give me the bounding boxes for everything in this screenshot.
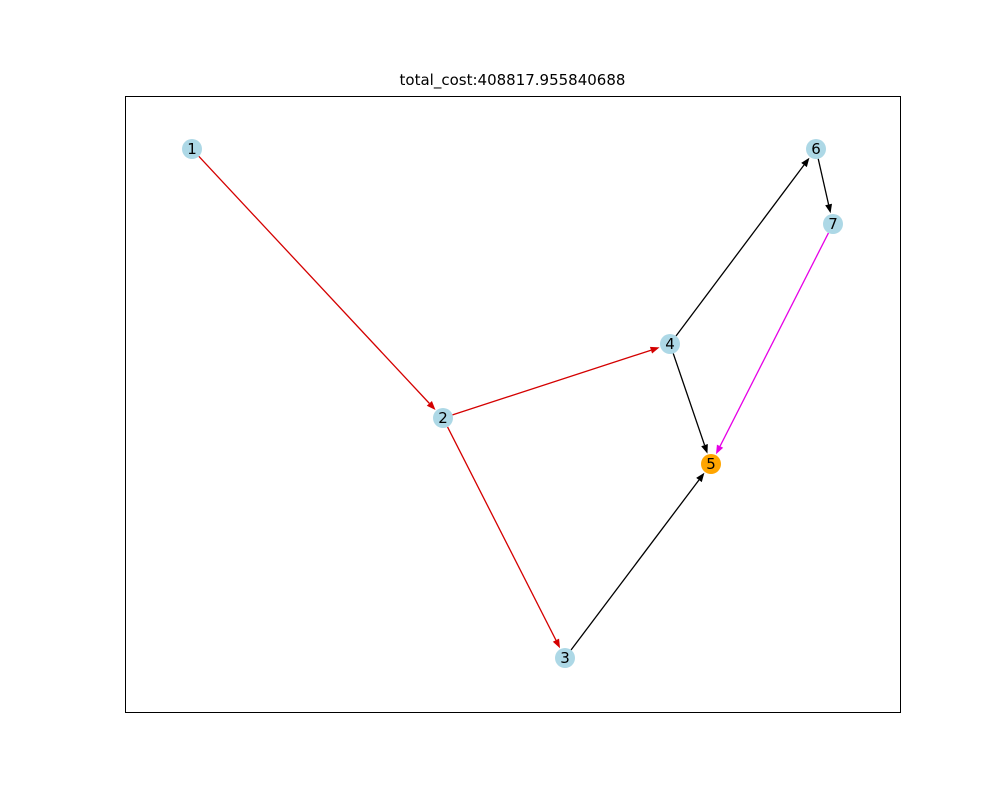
edge-7-5 bbox=[715, 232, 830, 455]
node-label: 5 bbox=[706, 455, 716, 473]
node-circle bbox=[806, 139, 826, 159]
node-6: 6 bbox=[806, 139, 826, 159]
plot-frame bbox=[125, 96, 901, 713]
graph-title: total_cost:408817.955840688 bbox=[399, 71, 626, 89]
edge-line bbox=[446, 426, 557, 641]
edge-line bbox=[452, 349, 652, 416]
edge-4-5 bbox=[672, 353, 708, 454]
edge-arrowhead bbox=[715, 444, 724, 455]
edge-arrowhead bbox=[825, 203, 832, 214]
edge-arrowhead bbox=[801, 157, 810, 168]
edge-arrowhead bbox=[649, 346, 660, 354]
edge-arrowhead bbox=[696, 472, 705, 483]
edge-3-5 bbox=[570, 472, 705, 651]
edge-1-2 bbox=[198, 155, 436, 410]
edge-line bbox=[198, 155, 430, 404]
node-circle bbox=[823, 214, 843, 234]
edge-line bbox=[675, 164, 805, 337]
node-4: 4 bbox=[660, 334, 680, 354]
node-circle bbox=[701, 454, 721, 474]
edge-2-4 bbox=[452, 346, 660, 416]
edge-line bbox=[672, 353, 706, 446]
node-label: 7 bbox=[828, 215, 838, 233]
node-1: 1 bbox=[182, 139, 202, 159]
edge-line bbox=[817, 158, 830, 205]
edge-4-6 bbox=[675, 157, 810, 337]
node-7: 7 bbox=[823, 214, 843, 234]
edge-line bbox=[719, 232, 830, 447]
edge-arrowhead bbox=[701, 443, 708, 454]
node-label: 3 bbox=[560, 649, 570, 667]
node-3: 3 bbox=[555, 648, 575, 668]
edge-2-3 bbox=[446, 426, 561, 649]
node-5: 5 bbox=[701, 454, 721, 474]
node-circle bbox=[433, 408, 453, 428]
node-2: 2 bbox=[433, 408, 453, 428]
node-label: 2 bbox=[438, 409, 448, 427]
node-circle bbox=[660, 334, 680, 354]
edge-6-7 bbox=[817, 158, 832, 214]
node-circle bbox=[555, 648, 575, 668]
edge-arrowhead bbox=[552, 638, 561, 649]
nodes-layer: 1 2 3 4 5 6 7 bbox=[182, 139, 843, 668]
node-label: 1 bbox=[187, 140, 197, 158]
edges-layer bbox=[198, 155, 832, 651]
node-label: 4 bbox=[665, 335, 675, 353]
node-label: 6 bbox=[811, 140, 821, 158]
edge-line bbox=[570, 479, 700, 651]
node-circle bbox=[182, 139, 202, 159]
edge-arrowhead bbox=[426, 400, 436, 410]
